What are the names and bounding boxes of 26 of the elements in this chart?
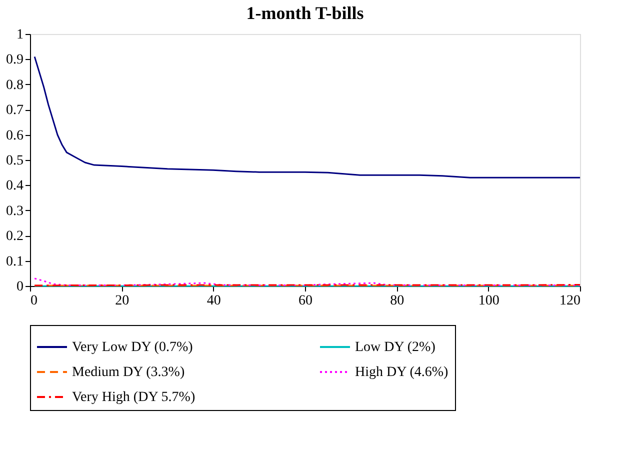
y-tick-label: 0.9: [6, 52, 24, 68]
x-tick-label: 60: [298, 294, 312, 308]
y-tick-label: 1: [16, 28, 24, 42]
y-tick-label: 0.6: [6, 128, 24, 144]
legend-label: Medium DY (3.3%): [72, 365, 185, 380]
y-tick-label: 0.8: [6, 78, 24, 93]
legend-label: High DY (4.6%): [355, 365, 449, 380]
legend-label: Very High (DY 5.7%): [72, 390, 196, 405]
line-series: [34, 278, 581, 286]
y-tick-label: 0.4: [6, 178, 24, 194]
y-tick-label: 0.1: [6, 254, 24, 270]
legend-label: Low DY (2%): [355, 340, 436, 355]
line-series: [34, 56, 581, 178]
x-tick-label: 20: [115, 294, 130, 308]
y-tick-label: 0.5: [6, 154, 24, 168]
chart-title: 1-month T-bills: [246, 3, 364, 23]
x-tick-label: 80: [390, 294, 404, 308]
y-tick-label: 0.7: [6, 103, 24, 118]
x-tick-label: 40: [206, 294, 221, 308]
x-tick-label: 120: [560, 294, 580, 308]
x-tick-label: 100: [478, 294, 500, 308]
y-tick-label: 0.2: [6, 229, 24, 244]
x-tick-label: 0: [30, 294, 38, 308]
y-tick-label: 0: [16, 280, 24, 294]
y-tick-label: 0.3: [6, 204, 24, 219]
legend-label: Very Low DY (0.7%): [72, 340, 194, 355]
